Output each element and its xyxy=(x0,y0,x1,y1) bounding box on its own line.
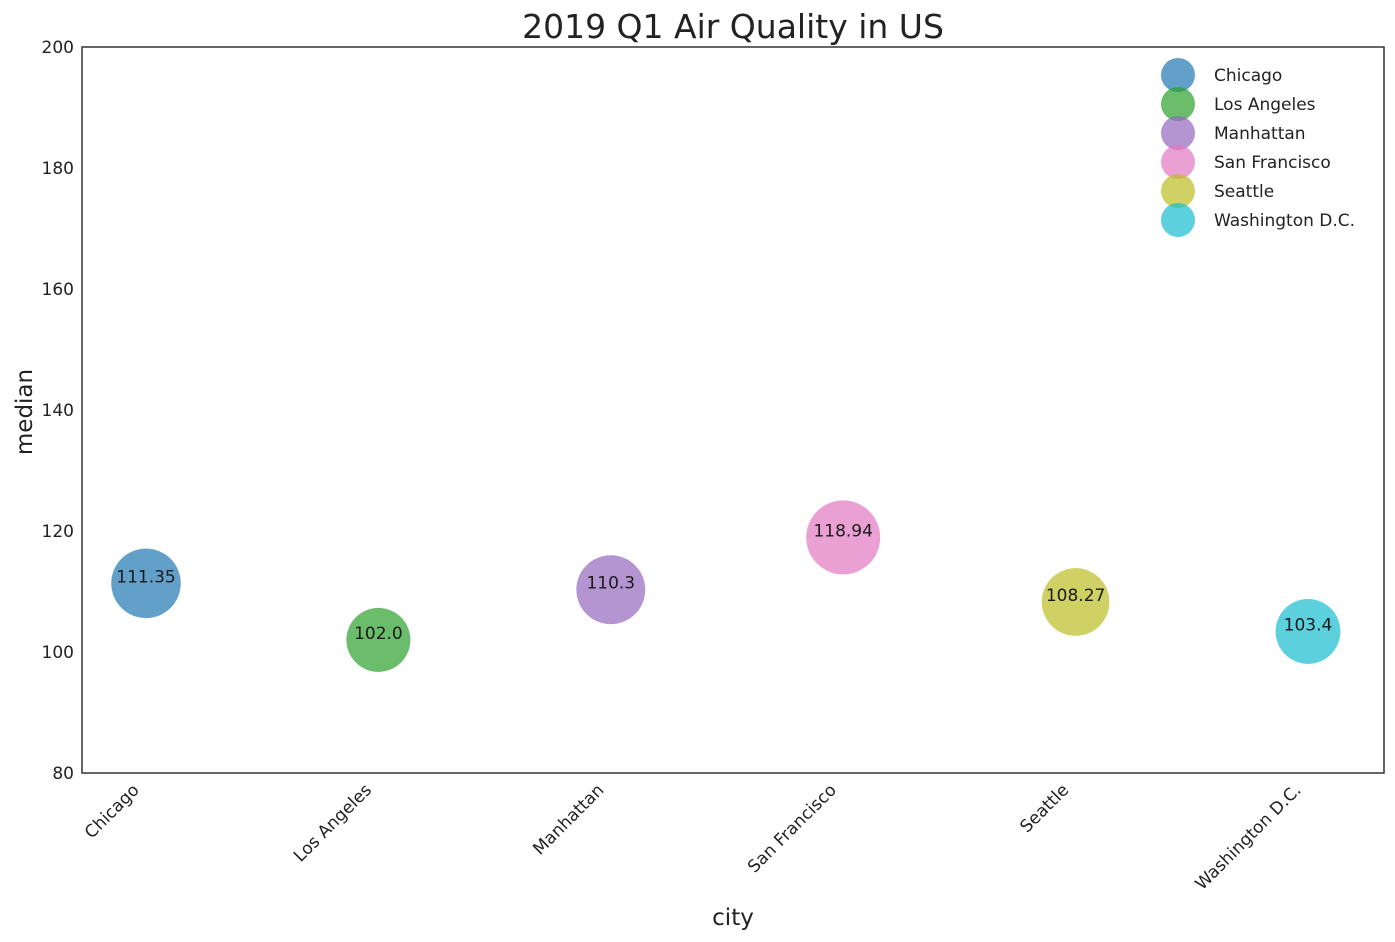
bubble-point xyxy=(346,607,411,672)
y-axis-ticks: 80 100 120 140 160 180 200 xyxy=(42,38,74,784)
legend: Chicago Los Angeles Manhattan San Francisco… xyxy=(1161,58,1355,237)
chart-title: 2019 Q1 Air Quality in US xyxy=(522,7,944,46)
legend-label: San Francisco xyxy=(1214,153,1331,173)
bubble-point xyxy=(1041,568,1110,636)
legend-marker xyxy=(1161,174,1195,208)
legend-label: Washington D.C. xyxy=(1214,211,1355,231)
legend-marker xyxy=(1161,145,1195,179)
y-tick-label: 100 xyxy=(42,643,74,663)
legend-marker xyxy=(1161,58,1195,92)
plot-frame xyxy=(81,46,1385,774)
x-axis-label: city xyxy=(712,905,754,931)
data-label: 103.4 xyxy=(1284,615,1333,635)
x-tick-label: Manhattan xyxy=(529,780,608,859)
data-label-layer: 111.35 102.0 110.3 118.94 108.27 103.4 xyxy=(116,521,1332,643)
y-tick-label: 180 xyxy=(42,159,74,179)
y-tick-label: 140 xyxy=(42,401,74,421)
legend-label: Manhattan xyxy=(1214,124,1306,144)
legend-label: Los Angeles xyxy=(1214,95,1316,115)
y-tick-label: 80 xyxy=(52,764,74,784)
x-tick-label: Seattle xyxy=(1016,780,1073,837)
data-label: 102.0 xyxy=(354,624,403,644)
legend-marker xyxy=(1161,87,1195,121)
x-tick-label: Chicago xyxy=(81,780,143,842)
bubble-point xyxy=(1275,599,1341,664)
bubble-point xyxy=(576,555,646,625)
legend-label: Seattle xyxy=(1214,182,1274,202)
x-tick-label: San Francisco xyxy=(744,780,841,877)
legend-marker xyxy=(1161,203,1195,237)
y-tick-label: 200 xyxy=(42,38,74,58)
bubble-point xyxy=(806,500,881,575)
bubble-layer xyxy=(111,500,1341,672)
y-tick-label: 120 xyxy=(42,522,74,542)
x-tick-label: Washington D.C. xyxy=(1192,780,1306,894)
bubble-point xyxy=(111,548,181,619)
data-label: 111.35 xyxy=(116,567,175,587)
data-label: 110.3 xyxy=(586,574,635,594)
x-tick-label: Los Angeles xyxy=(290,780,376,866)
y-tick-label: 160 xyxy=(42,280,74,300)
x-axis-ticks: Chicago Los Angeles Manhattan San Francisco… xyxy=(81,780,1305,894)
legend-marker xyxy=(1161,116,1195,150)
data-label: 108.27 xyxy=(1046,586,1105,606)
legend-label: Chicago xyxy=(1214,66,1282,86)
data-label: 118.94 xyxy=(813,521,872,541)
y-axis-label: median xyxy=(12,369,38,455)
